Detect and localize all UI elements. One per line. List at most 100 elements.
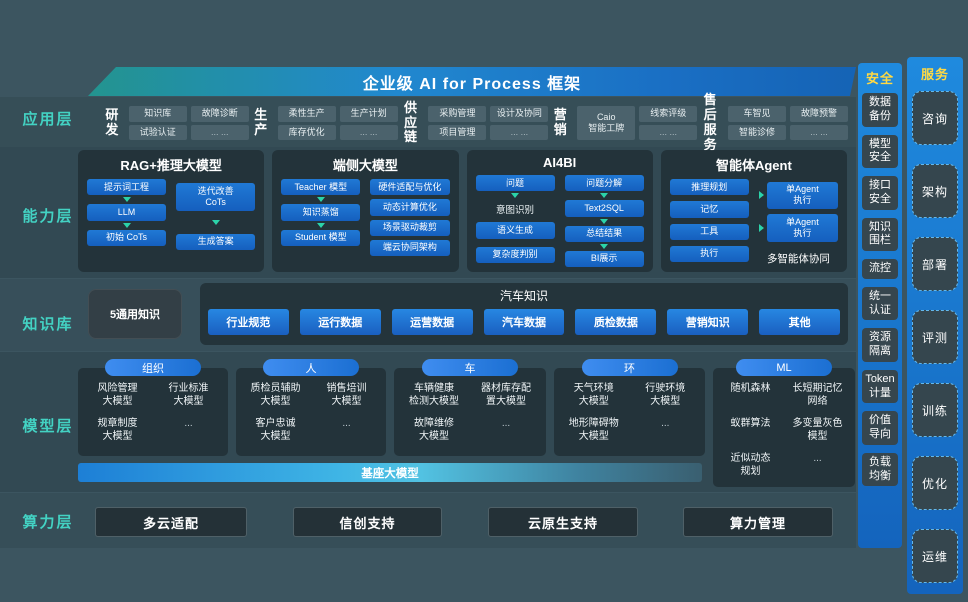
model-item: 蚁群算法	[730, 418, 771, 429]
compute-item: 信创支持	[293, 507, 442, 537]
service-item: 架构	[912, 164, 958, 218]
security-item: 统一认证	[862, 286, 898, 321]
flow-node: 初始 CoTs	[87, 229, 167, 246]
knowledge-chip: 运行数据	[299, 309, 381, 335]
app-chip: 故障预警	[789, 106, 848, 122]
layer-label-application: 应用层	[22, 111, 74, 128]
down-arrow-icon	[211, 219, 220, 225]
app-chip: 库存优化	[277, 124, 336, 140]
down-arrow-icon	[316, 197, 325, 203]
capability-box-title: AI4BI	[543, 155, 577, 170]
down-arrow-icon	[122, 222, 131, 228]
model-item: 随机森林	[730, 383, 771, 394]
model-group-pill: 环	[581, 359, 678, 376]
layer-label-capability: 能力层	[22, 208, 74, 225]
model-item: 多变量灰色 模型	[792, 418, 843, 442]
flow-node: 问题	[475, 175, 555, 192]
application-band	[0, 97, 856, 147]
app-group-label: 供应链	[404, 99, 418, 145]
capability-layer: RAG+推理大模型 提示词工程 LLM 初始 CoTs 迭代改善 CoTs 生成…	[78, 150, 847, 272]
model-item: 近似动态 规划	[730, 453, 771, 477]
flow-node: 问题分解	[564, 175, 644, 192]
flow-node: 执行	[669, 245, 749, 262]
flow-node: BI展示	[564, 250, 644, 267]
model-group-pill: 车	[422, 359, 518, 376]
down-arrow-icon	[600, 243, 609, 249]
flow-node: Text2SQL	[564, 200, 644, 217]
app-group-after-sales: 售后服务 车智见 智能诊修 故障预警 ... ...	[697, 92, 848, 152]
compute-item: 云原生支持	[488, 507, 638, 537]
compute-item: 算力管理	[683, 507, 833, 537]
auto-knowledge-box: 汽车知识 行业规范 运行数据 运营数据 汽车数据 质检数据 营销知识 其他	[200, 283, 848, 345]
knowledge-chip: 质检数据	[575, 309, 657, 335]
right-arrow-icon	[758, 223, 764, 232]
security-column: 安全 数据备份 模型安全 接口安全 知识围栏 流控 统一认证 资源隔离 Toke…	[858, 63, 902, 548]
app-chip: 设计及协同	[490, 106, 549, 122]
security-item: 知识围栏	[862, 217, 898, 251]
security-item: Token计量	[862, 369, 898, 404]
flow-node: 生成答案	[176, 233, 256, 250]
security-item: 接口安全	[862, 176, 898, 210]
service-item: 运维	[912, 529, 958, 583]
service-item: 咨询	[912, 91, 958, 145]
flow-node: Teacher 模型	[281, 179, 361, 196]
flow-node: 推理规划	[669, 179, 749, 196]
model-item: 地形障碍物 大模型	[568, 418, 619, 442]
service-item: 评测	[912, 310, 958, 364]
model-group-pill: ML	[736, 359, 832, 376]
flow-node: 记忆	[669, 201, 749, 218]
layer-label-model: 模型层	[22, 418, 74, 435]
model-item: 客户忠诚 大模型	[255, 418, 296, 442]
down-arrow-icon	[511, 193, 520, 199]
security-header: 安全	[865, 71, 894, 86]
security-item: 流控	[862, 259, 898, 279]
flow-node: 总结结果	[564, 225, 644, 242]
diagram-title: 企业级 AI for Process 框架	[362, 75, 582, 93]
down-arrow-icon	[600, 193, 609, 199]
model-item: 质检员辅助 大模型	[250, 383, 301, 407]
flow-node: Student 模型	[281, 229, 361, 246]
model-item: 规章制度 大模型	[97, 418, 138, 442]
app-chip: 采购管理	[428, 106, 487, 122]
security-item: 模型安全	[862, 134, 898, 168]
app-chip: Caio 智能工牌	[577, 106, 636, 140]
flow-node: 迭代改善 CoTs	[176, 183, 256, 211]
service-item: 部署	[912, 237, 958, 291]
flow-node: 语义生成	[475, 222, 555, 239]
app-group-rnd: 研发 知识库 试验认证 故障诊断 ... ...	[100, 101, 249, 145]
base-model-banner: 基座大模型	[78, 463, 702, 482]
down-arrow-icon	[600, 218, 609, 224]
flow-node: 单Agent 执行	[766, 214, 838, 242]
app-group-label: 营销	[553, 107, 567, 137]
model-item: 故障维修 大模型	[414, 418, 454, 442]
model-item-more: ...	[184, 418, 193, 429]
model-item: 天气环境 大模型	[573, 383, 614, 407]
multi-agent-note: 多智能体协同	[766, 252, 830, 265]
app-chip-more: ... ...	[339, 124, 398, 140]
flow-node: LLM	[87, 204, 167, 221]
flow-node: 知识蒸馏	[281, 204, 361, 221]
model-item: 车辆健康 检测大模型	[409, 383, 459, 407]
knowledge-chip: 其他	[759, 309, 841, 335]
model-group-environment: 环 天气环境 大模型 行驶环境 大模型 地形障碍物 大模型 ...	[554, 359, 705, 456]
app-chip-more: ... ...	[639, 124, 698, 140]
security-item: 数据备份	[862, 93, 898, 127]
service-item: 优化	[912, 456, 958, 510]
app-group-marketing: 营销 Caio 智能工牌 线索评级 ... ...	[548, 101, 698, 145]
flow-node: 动态计算优化	[370, 199, 450, 216]
right-arrow-icon	[758, 191, 764, 200]
flow-node: 工具	[669, 223, 749, 240]
application-layer: 研发 知识库 试验认证 故障诊断 ... ... 生产 柔性生产 库存优化	[100, 92, 848, 152]
security-item: 资源隔离	[862, 328, 898, 362]
capability-box-rag: RAG+推理大模型 提示词工程 LLM 初始 CoTs 迭代改善 CoTs 生成…	[78, 150, 265, 272]
security-item: 负载均衡	[862, 452, 898, 487]
model-group-vehicle: 车 车辆健康 检测大模型 器材库存配 置大模型 故障维修 大模型 ...	[394, 359, 546, 456]
app-chip-more: ... ...	[789, 124, 848, 140]
model-group-pill: 人	[263, 359, 359, 376]
services-header: 服务	[920, 67, 949, 82]
capability-box-agent: 智能体Agent 推理规划 记忆 工具 执行 单Agent 执行 单Agent …	[660, 150, 847, 272]
app-chip: 项目管理	[428, 124, 487, 140]
flow-node: 场景驱动裁剪	[370, 219, 450, 236]
down-arrow-icon	[316, 222, 325, 228]
